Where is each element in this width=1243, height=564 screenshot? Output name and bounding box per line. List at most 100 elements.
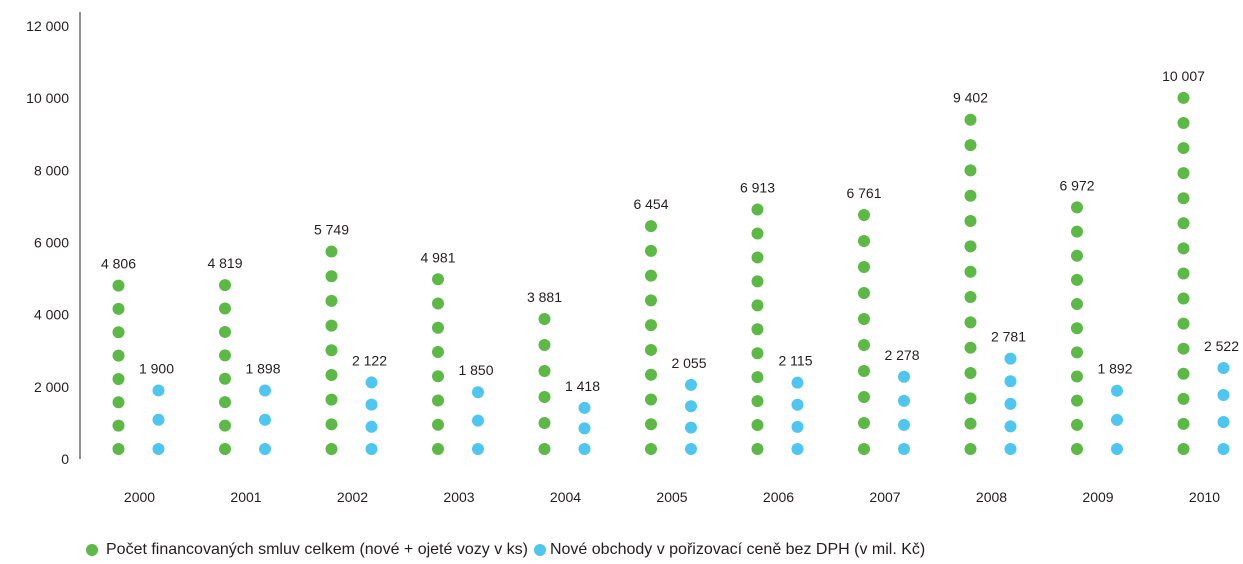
x-tick-label: 2009 bbox=[1082, 489, 1113, 505]
data-point-dot bbox=[858, 209, 870, 222]
y-tick-label: 6 000 bbox=[34, 235, 69, 251]
data-point-dot bbox=[964, 443, 977, 455]
data-point-dot bbox=[964, 189, 977, 202]
data-point-dot bbox=[219, 279, 231, 292]
data-point-dot bbox=[325, 344, 338, 357]
legend-label-contracts: Počet financovaných smluv celkem (nové +… bbox=[106, 541, 528, 558]
x-axis: 2000 2001 2002 2003 2004 2005 2006 2007 2008 2009… bbox=[124, 489, 1220, 505]
data-point-dot bbox=[898, 443, 910, 455]
data-point-dot bbox=[964, 341, 977, 354]
data-point-dot bbox=[645, 319, 657, 332]
data-point-dot bbox=[645, 343, 657, 356]
legend-swatch-contracts bbox=[86, 544, 98, 556]
data-point-dot bbox=[1177, 267, 1190, 280]
data-point-dot bbox=[112, 419, 125, 432]
data-point-dot bbox=[1177, 217, 1190, 230]
data-point-dot bbox=[645, 368, 657, 381]
data-point-dot bbox=[365, 398, 378, 411]
data-point-dot bbox=[645, 443, 657, 455]
data-label: 2 522 bbox=[1204, 338, 1239, 354]
data-point-dot bbox=[858, 365, 870, 378]
y-axis: 0 2 000 4 000 6 000 8 000 10 000 12 000 bbox=[26, 12, 81, 467]
data-point-dot bbox=[538, 416, 551, 429]
data-point-dot bbox=[898, 418, 910, 431]
data-point-dot bbox=[219, 349, 231, 362]
data-point-dot bbox=[472, 414, 484, 427]
data-point-dot bbox=[751, 275, 764, 288]
data-point-dot bbox=[1071, 370, 1083, 383]
y-tick-label: 0 bbox=[61, 451, 69, 467]
data-point-dot bbox=[645, 294, 657, 307]
data-point-dot bbox=[112, 279, 125, 292]
data-point-dot bbox=[645, 269, 657, 282]
data-point-dot bbox=[1071, 322, 1083, 335]
data-point-dot bbox=[219, 372, 231, 385]
data-point-dot bbox=[858, 339, 870, 352]
data-point-dot bbox=[1071, 394, 1083, 407]
data-point-dot bbox=[152, 384, 165, 397]
legend: Počet financovaných smluv celkem (nové +… bbox=[86, 538, 925, 562]
data-point-dot bbox=[685, 400, 697, 413]
data-point-dot bbox=[751, 395, 764, 408]
y-tick-label: 8 000 bbox=[34, 162, 69, 178]
data-point-dot bbox=[432, 418, 444, 431]
data-label: 4 819 bbox=[207, 255, 242, 271]
data-point-dot bbox=[898, 370, 910, 383]
y-tick-label: 2 000 bbox=[34, 379, 69, 395]
data-point-dot bbox=[538, 390, 551, 403]
data-point-dot bbox=[325, 319, 338, 332]
data-point-dot bbox=[1177, 367, 1190, 380]
data-point-dot bbox=[751, 443, 764, 455]
data-point-dot bbox=[365, 420, 378, 433]
data-point-dot bbox=[259, 443, 271, 455]
data-point-dot bbox=[964, 392, 977, 405]
data-point-dot bbox=[791, 443, 804, 455]
data-point-dot bbox=[432, 394, 444, 407]
data-point-dot bbox=[1004, 375, 1017, 388]
x-tick-label: 2001 bbox=[230, 489, 261, 505]
data-point-dot bbox=[1177, 417, 1190, 430]
data-point-dot bbox=[685, 443, 697, 455]
data-point-dot bbox=[538, 443, 551, 455]
data-point-dot bbox=[365, 443, 378, 455]
data-point-dot bbox=[219, 419, 231, 432]
x-tick-label: 2004 bbox=[550, 489, 581, 505]
data-point-dot bbox=[152, 443, 165, 455]
data-point-dot bbox=[1177, 242, 1190, 255]
y-tick-label: 10 000 bbox=[26, 90, 69, 106]
data-point-dot bbox=[1177, 192, 1190, 205]
data-point-dot bbox=[432, 370, 444, 383]
x-tick-label: 2003 bbox=[443, 489, 474, 505]
data-label: 6 972 bbox=[1059, 177, 1094, 193]
data-point-dot bbox=[112, 396, 125, 409]
data-point-dot bbox=[964, 139, 977, 152]
data-point-dot bbox=[898, 394, 910, 407]
data-point-dot bbox=[1177, 443, 1190, 455]
legend-item-new-business: Nové obchody v pořizovací ceně bez DPH (… bbox=[533, 541, 925, 559]
data-label: 6 454 bbox=[633, 196, 668, 212]
data-point-dot bbox=[472, 386, 484, 399]
data-point-dot bbox=[112, 302, 125, 315]
data-label: 1 898 bbox=[245, 361, 280, 377]
data-point-dot bbox=[751, 347, 764, 360]
data-point-dot bbox=[1177, 142, 1190, 155]
data-point-dot bbox=[964, 215, 977, 228]
data-point-dot bbox=[538, 312, 551, 325]
data-point-dot bbox=[1071, 201, 1083, 214]
data-point-dot bbox=[578, 443, 591, 455]
data-point-dot bbox=[964, 316, 977, 329]
data-point-dot bbox=[1177, 167, 1190, 180]
data-point-dot bbox=[1071, 346, 1083, 359]
data-point-dot bbox=[1177, 292, 1190, 305]
data-point-dot bbox=[1071, 298, 1083, 311]
data-point-dot bbox=[325, 245, 338, 258]
data-point-dot bbox=[1217, 388, 1230, 401]
data-point-dot bbox=[259, 413, 271, 426]
x-tick-label: 2010 bbox=[1189, 489, 1220, 505]
data-label: 1 850 bbox=[458, 362, 493, 378]
data-point-dot bbox=[1177, 317, 1190, 330]
x-tick-label: 2006 bbox=[763, 489, 794, 505]
data-point-dot bbox=[964, 164, 977, 177]
series-new-business: 1 900 1 898 2 122 1 850 1 418 2 055 2 115 2 278… bbox=[139, 329, 1239, 455]
